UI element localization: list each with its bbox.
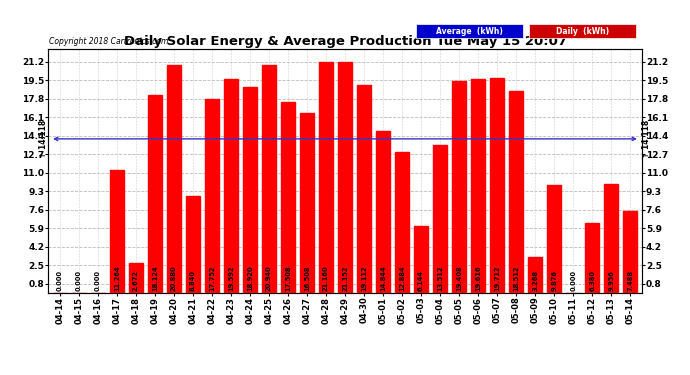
Text: 18.512: 18.512 [513,266,519,291]
Text: 11.264: 11.264 [114,265,120,291]
Text: 6.380: 6.380 [589,270,595,291]
Text: 19.712: 19.712 [494,265,500,291]
Text: 14.844: 14.844 [380,265,386,291]
Bar [585,223,600,292]
Text: 19.408: 19.408 [456,265,462,291]
Text: 9.956: 9.956 [609,270,614,291]
Bar [167,65,181,292]
Text: ↑ 14.118: ↑ 14.118 [642,120,651,158]
Text: 8.840: 8.840 [190,270,196,291]
Title: Daily Solar Energy & Average Production Tue May 15 20:07: Daily Solar Energy & Average Production … [124,34,566,48]
Bar [128,263,143,292]
Bar [623,211,638,292]
Bar [376,131,390,292]
Text: 21.160: 21.160 [323,265,329,291]
Bar [452,81,466,292]
Text: 18.920: 18.920 [247,265,253,291]
Bar [243,87,257,292]
Bar [319,62,333,292]
Bar [357,84,371,292]
Text: 19.112: 19.112 [361,265,367,291]
Text: 19.592: 19.592 [228,266,234,291]
Bar [224,79,238,292]
Bar [547,185,562,292]
Text: 0.000: 0.000 [57,270,63,291]
Text: 0.000: 0.000 [95,270,101,291]
Text: 0.000: 0.000 [570,270,576,291]
Bar [471,79,485,292]
Bar [338,62,352,292]
Text: 19.616: 19.616 [475,265,481,291]
Text: 13.512: 13.512 [437,266,443,291]
Text: 18.124: 18.124 [152,265,158,291]
Bar [604,184,618,292]
Bar [509,91,523,292]
Text: 17.508: 17.508 [285,266,291,291]
Text: 17.752: 17.752 [209,266,215,291]
FancyBboxPatch shape [529,24,635,38]
Bar [186,196,200,292]
Text: 16.508: 16.508 [304,266,310,291]
Text: 3.268: 3.268 [532,270,538,291]
Bar [205,99,219,292]
Text: 9.876: 9.876 [551,270,558,291]
Text: 20.940: 20.940 [266,265,272,291]
Text: Daily  (kWh): Daily (kWh) [556,27,609,36]
Bar [300,113,314,292]
Text: 12.884: 12.884 [399,265,405,291]
Text: 20.880: 20.880 [171,265,177,291]
Text: 2.672: 2.672 [132,270,139,291]
Bar [395,152,409,292]
Bar [262,64,276,292]
Bar [528,257,542,292]
Bar [414,226,428,292]
Bar [148,95,162,292]
Text: Average  (kWh): Average (kWh) [436,27,503,36]
Bar [110,170,124,292]
Text: ↑ 14.118: ↑ 14.118 [39,120,48,158]
Text: 21.152: 21.152 [342,266,348,291]
FancyBboxPatch shape [416,24,523,38]
Text: 6.144: 6.144 [418,270,424,291]
Bar [490,78,504,292]
Text: 7.488: 7.488 [627,270,633,291]
Bar [433,146,447,292]
Text: Copyright 2018 Cartronics.com: Copyright 2018 Cartronics.com [50,38,169,46]
Text: 0.000: 0.000 [76,270,81,291]
Bar [281,102,295,292]
